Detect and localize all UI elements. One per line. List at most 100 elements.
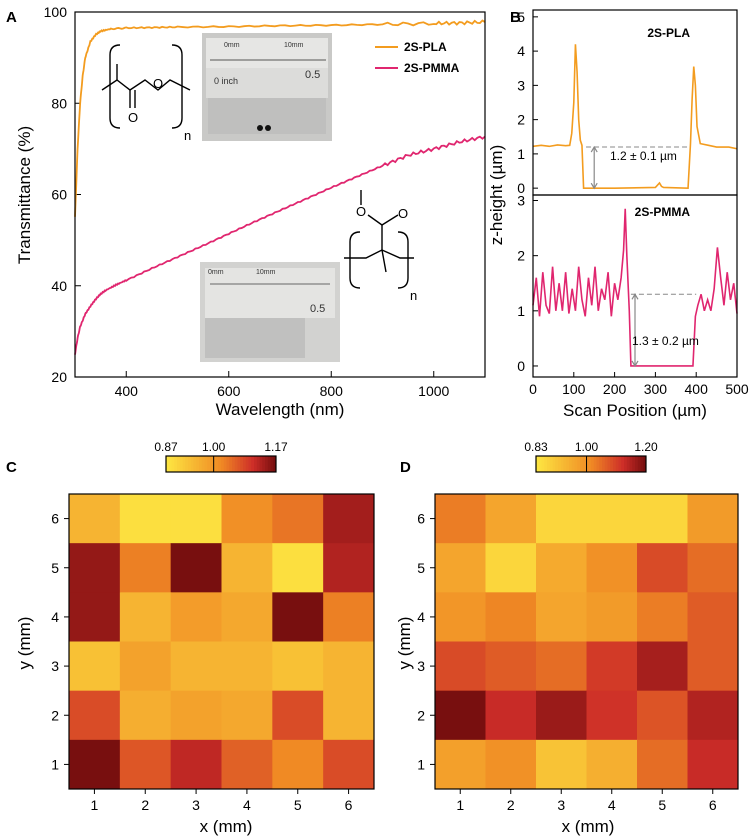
c-cell-r1-c1 [69,739,121,790]
panel-a: A 400 600 800 1000 20 40 60 80 100 Wavelength (n… [6,4,486,419]
b0-step-arrowhead-bottom [590,182,598,190]
panel-c-heatmap [69,494,375,790]
pla-sample-mark-2 [265,125,271,131]
c-cbar-seg [251,456,255,472]
c-ytick-label-2: 2 [51,707,59,723]
panel-d-ticks: 1 2 3 4 5 6 1 2 3 4 5 6 [417,493,739,813]
c-cbar-seg [243,456,247,472]
d-cbar-seg [613,456,617,472]
panel-d-heatmap [435,494,739,790]
c-cbar-seg [193,456,197,472]
c-cell-r3-c5 [272,641,324,692]
d-cbar-seg [626,456,630,472]
pla-bracket-right [171,44,183,129]
d-cbar-seg [596,456,600,472]
pla-o-carbonyl: O [128,110,138,125]
a-xtick-label-800: 800 [320,383,344,399]
d-cell-r3-c2 [485,641,537,692]
pla-ruler-top [206,38,328,68]
pmma-sample-photo: 0mm 10mm 0.5 [200,262,340,362]
c-xtick-label-4: 4 [243,797,251,813]
c-cell-r2-c2 [119,690,172,741]
d-cell-r5-c4 [586,543,638,593]
c-cbar-seg [267,456,271,472]
panel-a-xlabel: Wavelength (nm) [216,400,345,419]
b-xtick-label-0: 0 [529,381,537,397]
b1-ytick-label-2: 2 [517,248,525,264]
d-cell-r2-c4 [586,690,638,741]
d-cbar-seg [629,456,633,472]
c-cbar-seg [212,456,216,472]
d-cell-r4-c3 [536,592,587,642]
d-xtick-label-4: 4 [608,797,616,813]
b1-step-arrowhead-bottom [631,360,639,368]
d-cbar-seg [615,456,619,472]
b0-ytick-label-3: 3 [517,77,525,93]
d-cbar-seg [618,456,622,472]
c-cell-r6-c3 [170,494,222,544]
c-cell-r2-c4 [221,690,273,741]
c-cell-r1-c2 [119,739,172,790]
panel-label-c: C [6,459,17,476]
d-cell-r2-c5 [637,690,688,741]
c-cbar-seg [273,456,277,472]
pmma-ester-bond [367,214,383,226]
pla-backbone [101,79,191,91]
panel-b-series [532,44,738,367]
c-cell-r4-c4 [221,592,273,642]
panel-b-top-frame [532,9,738,196]
c-cbar-seg [262,456,266,472]
pla-ruler-10mm: 10mm [284,42,304,49]
a-xtick-label-400: 400 [115,383,139,399]
d-cell-r4-c2 [485,592,537,642]
c-cbar-seg [254,456,258,472]
c-cbar-seg [179,456,183,472]
c-cbar-label-1: 1.00 [202,440,226,454]
d-cbar-seg [637,456,641,472]
d-cbar-seg [602,456,606,472]
c-cbar-seg [232,456,236,472]
c-cbar-seg [190,456,194,472]
pmma-bracket-right [397,231,409,289]
c-cbar-seg [185,456,189,472]
d-cbar-seg [610,456,614,472]
d-cbar-seg [536,456,540,472]
d-cbar-seg [599,456,603,472]
c-cbar-seg [237,456,241,472]
panel-a-frame [74,11,486,378]
pmma-o-ester: O [356,204,366,219]
d-cbar-seg [593,456,597,472]
d-cell-r6-c5 [637,494,688,544]
panel-d: D 0.83 1.00 1.20 1 2 3 4 5 6 1 2 3 4 5 6 x (mm) y (mm… [395,440,739,836]
d-cell-r3-c6 [687,641,739,692]
d-cell-r5-c5 [637,543,688,593]
d-cell-r3-c5 [637,641,688,692]
pla-ruler-bottom [206,68,328,98]
d-cell-r3-c1 [435,641,486,692]
d-cell-r4-c1 [435,592,486,642]
pla-step-label: 1.2 ± 0.1 µm [610,149,677,163]
c-cbar-seg [221,456,225,472]
d-cbar-seg [555,456,559,472]
c-ytick-label-3: 3 [51,658,59,674]
d-cell-r2-c3 [536,690,587,741]
c-cbar-seg [223,456,227,472]
a-xtick-label-1000: 1000 [418,383,449,399]
d-ytick-label-1: 1 [417,756,425,772]
d-cbar-seg [582,456,586,472]
c-cell-r6-c4 [221,494,273,544]
c-cell-r2-c6 [323,690,375,741]
pmma-o-carbonyl: O [398,206,408,221]
c-cbar-seg [204,456,208,472]
b0-ytick-label-4: 4 [517,43,525,59]
d-cell-r2-c2 [485,690,537,741]
d-frame [434,493,739,790]
b1-ytick-label-0: 0 [517,358,525,374]
panel-a-legend: 2S-PLA 2S-PMMA [375,40,460,75]
c-cbar-seg [174,456,178,472]
d-cell-r4-c4 [586,592,638,642]
c-cbar-seg [229,456,233,472]
pmma-ruler-10mm: 10mm [256,269,276,276]
panel-c-xlabel: x (mm) [200,817,253,836]
c-cell-r3-c6 [323,641,375,692]
